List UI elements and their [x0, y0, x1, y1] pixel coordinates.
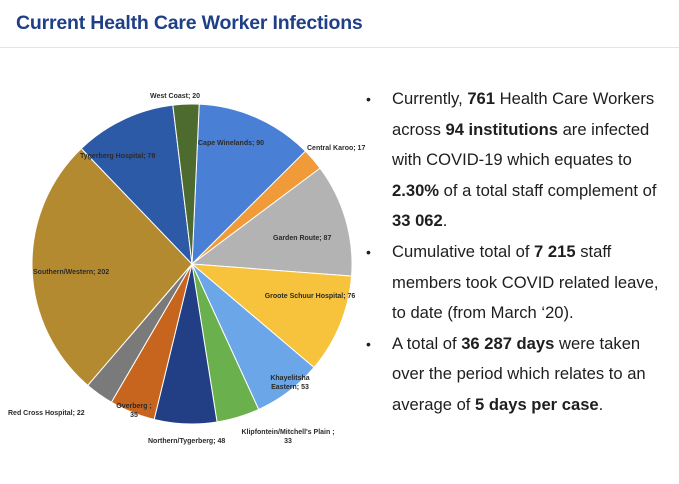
pie-slice-west-coast — [172, 103, 200, 265]
bullet-highlight: 36 287 days — [461, 333, 555, 353]
bullet-highlight: 33 062 — [392, 211, 443, 231]
pie-label-central-karoo: Central Karoo; 17 — [307, 145, 366, 152]
bullet-highlight: 94 institutions — [445, 119, 558, 139]
bullet-dot-icon: • — [366, 335, 371, 352]
bullet-highlight: 7 215 — [534, 241, 576, 261]
pie-slice-tygerberg-hospital — [80, 104, 193, 266]
pie-label-northern-tygerberg: Northern/Tygerberg; 48 — [148, 438, 226, 445]
pie-slice-garden-route — [190, 167, 353, 277]
pie-label-garden-route: Garden Route; 87 — [273, 235, 332, 242]
bullet-text: of a total staff complement of — [439, 180, 657, 200]
pie-slice-cape-winelands — [191, 103, 307, 266]
bullet-dot-icon: • — [366, 243, 371, 260]
pie-label-tygerberg-hospital: Tygerberg Hospital; 78 — [80, 153, 156, 160]
bullet-item: • Currently, 761 Health Care Workers acro… — [362, 84, 672, 237]
pie-chart — [31, 103, 353, 425]
bullet-text: were taken over the period which relates… — [392, 333, 646, 414]
summary-bullets: • Currently, 761 Health Care Workers acro… — [362, 84, 672, 421]
bullet-highlight: 5 days per case — [475, 394, 599, 414]
pie-label-klipfontein-mitchell-s-plain: Klipfontein/Mitchell's Plain ; 33 — [241, 429, 335, 445]
bullet-text: A total of — [392, 333, 462, 353]
bullet-dot-icon: • — [366, 91, 371, 107]
bullet-item: • A total of 36 287 days were taken over … — [362, 329, 672, 421]
bullet-text: . — [598, 394, 604, 414]
bullet-text: Currently, — [392, 89, 468, 108]
bullet-text: . — [442, 211, 448, 231]
pie-label-southern-western: Southern/Western; 202 — [33, 269, 110, 276]
pie-label-khayelitsha-eastern: Khayelitsha Eastern; 53 — [270, 375, 310, 391]
pie-slice-groote-schuur-hospital — [190, 263, 353, 369]
title-divider — [0, 47, 679, 48]
bullet-text: Cumulative total of — [392, 241, 535, 261]
pie-label-west-coast: West Coast; 20 — [150, 93, 201, 100]
pie-label-overberg: Overberg ; 35 — [116, 403, 152, 419]
pie-label-groote-schuur-hospital: Groote Schuur Hospital; 76 — [264, 293, 356, 300]
pie-label-red-cross-hospital: Red Cross Hospital; 22 — [8, 410, 85, 417]
bullet-text: staff members took COVID related leave, … — [392, 241, 659, 323]
bullet-highlight: 761 — [467, 89, 495, 108]
bullet-text: Health Care Workers across — [392, 89, 655, 139]
pie-slice-southern-western — [31, 147, 193, 387]
bullet-text: are infected with COVID-19 which equates… — [392, 119, 650, 170]
pie-label-cape-winelands: Cape Winelands; 90 — [198, 140, 265, 147]
bullet-highlight: 2.30% — [392, 180, 440, 200]
bullet-item: • Cumulative total of 7 215 staff members… — [362, 237, 672, 329]
page-title: Current Health Care Worker Infections — [16, 12, 363, 34]
